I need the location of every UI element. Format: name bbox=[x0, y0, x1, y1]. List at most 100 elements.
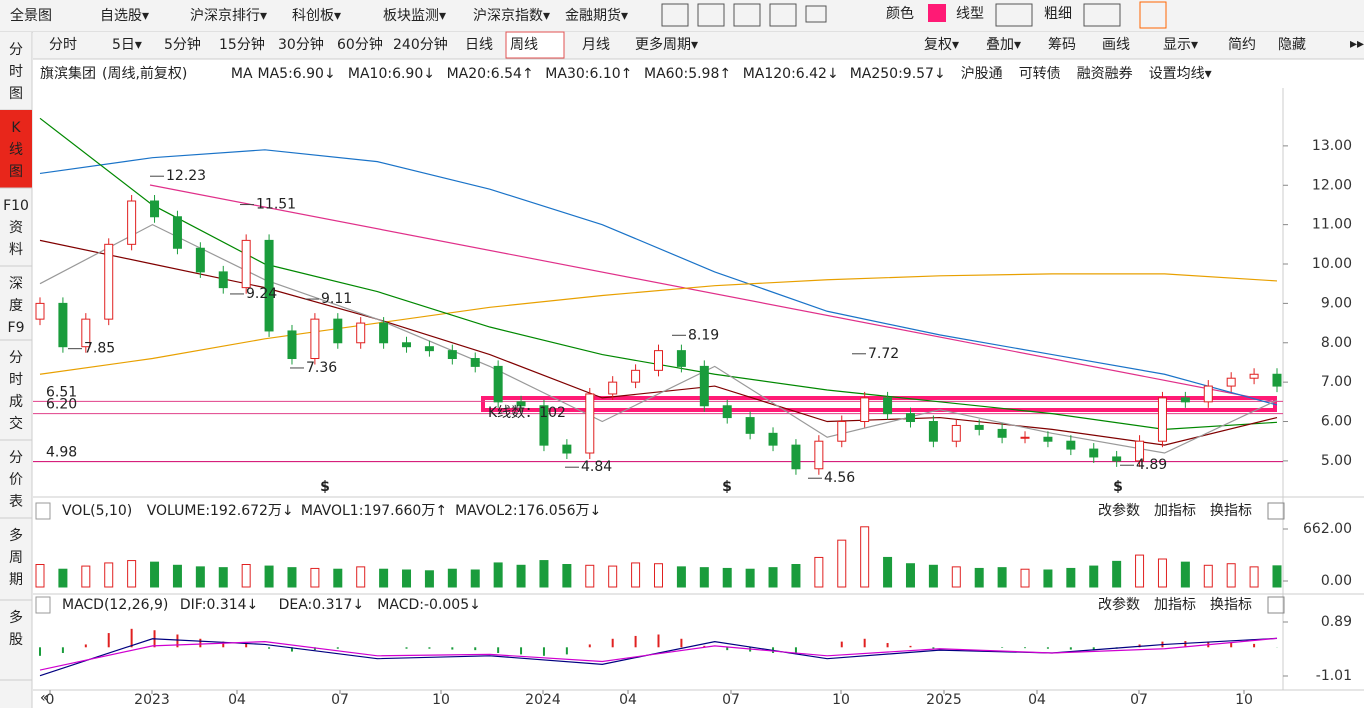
annotation: 9.11 bbox=[321, 291, 352, 307]
period-tab[interactable]: 月线 bbox=[582, 37, 610, 53]
sidebar-tab[interactable]: K 线图 bbox=[9, 120, 23, 180]
tool-icon[interactable] bbox=[769, 3, 797, 27]
width-select[interactable] bbox=[1083, 3, 1121, 27]
panel-action[interactable]: 加指标 bbox=[1154, 503, 1196, 519]
period-tab[interactable]: 5分钟 bbox=[164, 36, 201, 53]
sidebar-tab[interactable]: 多周期 bbox=[9, 527, 23, 588]
candle-body bbox=[883, 397, 893, 415]
period-tab[interactable]: 5日▾ bbox=[112, 37, 142, 53]
period-tab[interactable]: 分时 bbox=[49, 37, 77, 53]
volume-bar bbox=[539, 560, 549, 588]
sidebar-tab[interactable]: 深度 F9 bbox=[8, 276, 25, 336]
right-tool[interactable]: 显示▾ bbox=[1163, 37, 1198, 53]
stock-link[interactable]: 设置均线▾ bbox=[1149, 66, 1212, 82]
stock-link[interactable]: 融资融券 bbox=[1077, 66, 1133, 82]
candle-body bbox=[218, 271, 228, 289]
y-tick-label: 7.00 bbox=[1321, 374, 1352, 390]
candle-body bbox=[699, 365, 709, 407]
volume-bar bbox=[402, 569, 412, 588]
candle-body bbox=[356, 322, 366, 344]
sidebar-tab[interactable]: 分时图 bbox=[9, 42, 23, 102]
candle-body bbox=[447, 350, 457, 360]
panel-close[interactable] bbox=[1267, 596, 1285, 614]
candle-body bbox=[974, 424, 984, 430]
candle-body bbox=[150, 200, 160, 218]
sidebar-tab[interactable]: 分时成交 bbox=[9, 350, 23, 432]
tool-icon[interactable] bbox=[733, 3, 761, 27]
menu-item[interactable]: 沪深京指数▾ bbox=[473, 8, 550, 24]
kline-count-part: K线数： bbox=[488, 405, 539, 421]
annotation: 9.24 bbox=[246, 286, 277, 302]
panel-header: VOLUME:192.672万↓ bbox=[147, 503, 294, 519]
right-tool[interactable]: 复权▾ bbox=[924, 36, 959, 53]
panel-action[interactable]: 加指标 bbox=[1154, 597, 1196, 613]
volume-bar bbox=[424, 570, 434, 588]
kline-count: K线数：102 bbox=[488, 405, 566, 421]
right-tool[interactable]: 叠加▾ bbox=[986, 37, 1021, 53]
menu-item[interactable]: 全景图 bbox=[10, 7, 52, 24]
tool-label[interactable]: 粗细 bbox=[1044, 6, 1072, 22]
sidebar-tab[interactable]: F10 资料 bbox=[3, 198, 29, 258]
x-tick-label: 07 bbox=[331, 692, 349, 708]
line-type-select[interactable] bbox=[995, 3, 1033, 27]
panel-action[interactable]: 换指标 bbox=[1210, 596, 1252, 613]
candle-body bbox=[951, 424, 961, 442]
menu-item[interactable]: 沪深京排行▾ bbox=[190, 8, 267, 24]
y-tick-label: 662.00 bbox=[1303, 521, 1352, 537]
tool-icon[interactable] bbox=[661, 3, 689, 27]
volume-bar bbox=[860, 526, 870, 588]
volume-bar bbox=[1089, 565, 1099, 588]
menu-item[interactable]: 科创板▾ bbox=[292, 8, 341, 24]
tool-icon[interactable] bbox=[1139, 1, 1167, 29]
right-tool[interactable]: 画线 bbox=[1102, 37, 1130, 53]
panel-header: MAVOL1:197.660万↑ bbox=[301, 503, 447, 519]
volume-bar bbox=[997, 567, 1007, 588]
panel-close[interactable] bbox=[1267, 502, 1285, 520]
sidebar-tab[interactable]: 多股 bbox=[9, 609, 23, 648]
legend-item: MA20:6.54↑ bbox=[447, 66, 534, 82]
stock-link[interactable]: 可转债 bbox=[1019, 66, 1061, 82]
right-tool[interactable]: 筹码 bbox=[1048, 36, 1076, 53]
macd-line bbox=[39, 637, 1278, 677]
panel-action[interactable]: 改参数 bbox=[1098, 502, 1140, 519]
period-tab[interactable]: 15分钟 bbox=[219, 36, 265, 53]
panel-header: VOL(5,10) bbox=[62, 503, 132, 519]
stock-link[interactable]: 沪股通 bbox=[961, 66, 1003, 82]
right-tool[interactable]: 隐藏 bbox=[1278, 37, 1306, 53]
candle-body bbox=[905, 413, 915, 423]
menu-item[interactable]: 金融期货▾ bbox=[565, 7, 628, 24]
period-tab[interactable]: 30分钟 bbox=[278, 36, 324, 53]
candle-body bbox=[493, 365, 503, 403]
volume-bar bbox=[287, 567, 297, 588]
right-tool[interactable]: 简约 bbox=[1228, 36, 1256, 53]
candle-body bbox=[791, 444, 801, 470]
panel-action[interactable]: 改参数 bbox=[1098, 596, 1140, 613]
x-tick-label: 07 bbox=[1130, 692, 1148, 708]
tool-label[interactable]: 线型 bbox=[956, 6, 984, 22]
period-tab[interactable]: 周线 bbox=[510, 37, 538, 53]
panel-action[interactable]: 换指标 bbox=[1210, 502, 1252, 519]
period-tab[interactable]: 更多周期▾ bbox=[635, 36, 698, 53]
tool-icon[interactable] bbox=[805, 5, 827, 23]
volume-bar bbox=[1112, 560, 1122, 588]
candle-body bbox=[837, 421, 847, 442]
candle-body bbox=[722, 405, 732, 419]
scroll-arrow[interactable]: « bbox=[40, 690, 49, 706]
candle-body bbox=[1066, 440, 1076, 450]
y-tick-label: 0.00 bbox=[1321, 573, 1352, 589]
volume-bar bbox=[654, 563, 663, 588]
menu-item[interactable]: 板块监测▾ bbox=[383, 8, 446, 24]
sidebar-tab[interactable]: 分价表 bbox=[9, 450, 23, 510]
menu-item[interactable]: 自选股▾ bbox=[100, 8, 149, 24]
color-swatch[interactable] bbox=[928, 4, 946, 22]
period-tab[interactable]: 240分钟 bbox=[393, 36, 448, 53]
candle-body bbox=[470, 358, 480, 367]
tool-label[interactable]: 颜色 bbox=[886, 5, 914, 22]
period-tab[interactable]: 日线 bbox=[465, 37, 493, 53]
tool-icon[interactable] bbox=[697, 3, 725, 27]
annotation: 7.85 bbox=[84, 341, 115, 357]
scroll-arrow[interactable]: ▸▸ bbox=[1350, 36, 1364, 52]
ma-line bbox=[39, 273, 1278, 375]
period-active bbox=[505, 31, 565, 59]
period-tab[interactable]: 60分钟 bbox=[337, 36, 383, 53]
